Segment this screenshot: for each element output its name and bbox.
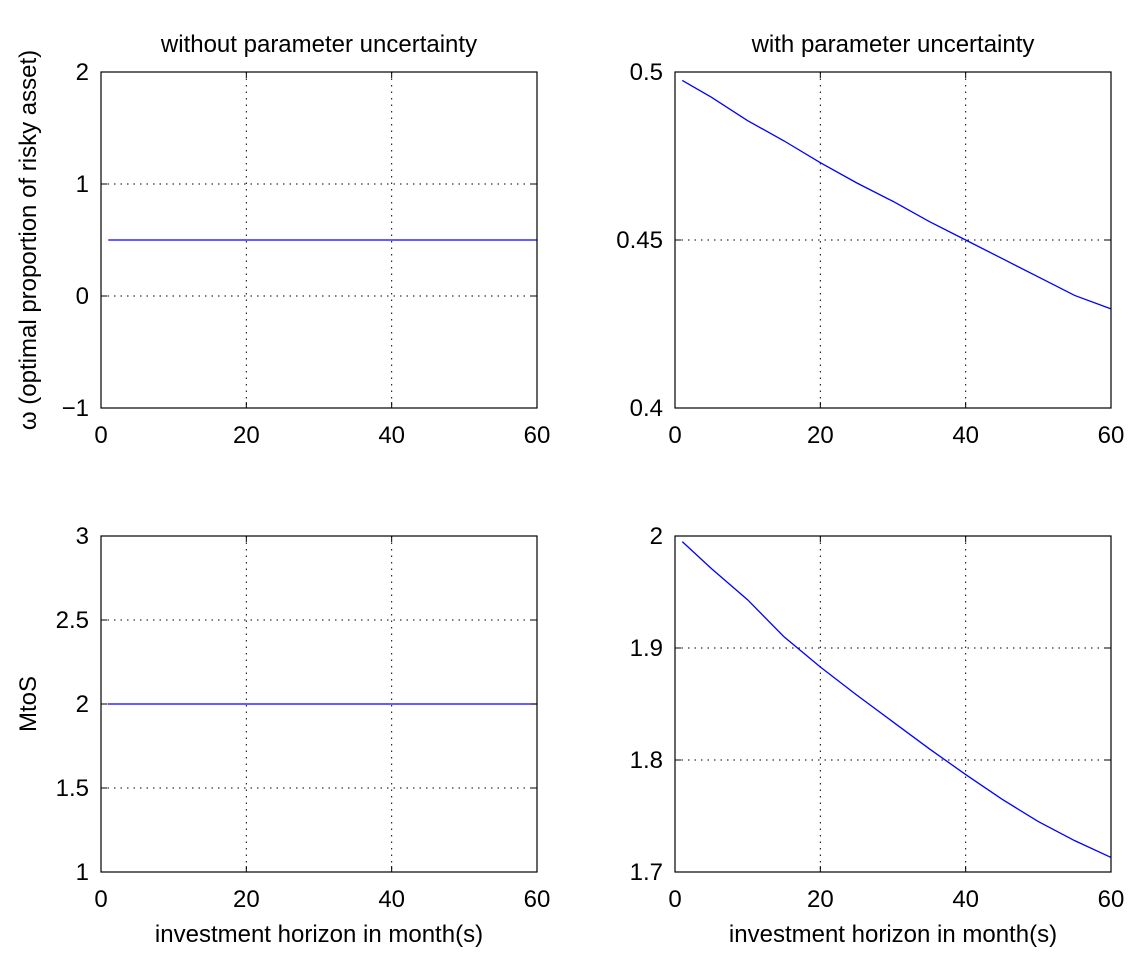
subplot-4: 0 20 40 60 1.7 1.8 1.9 2 investment horizon in m…	[630, 523, 1125, 948]
series-line-1	[681, 541, 1112, 859]
x-tick-label: 40	[378, 422, 405, 449]
y-tick-label: 0.5	[630, 59, 663, 86]
x-tick-label: 0	[668, 886, 681, 913]
x-axis-label: investment horizon in month(s)	[155, 921, 483, 948]
y-tick-label: 0	[76, 283, 89, 310]
y-tick-label: 2	[650, 523, 663, 550]
y-tick-label: 1.8	[630, 747, 663, 774]
x-tick-label: 60	[524, 886, 551, 913]
x-tick-label: 20	[233, 422, 260, 449]
y-tick-label: 1.9	[630, 635, 663, 662]
x-tick-label: 20	[807, 886, 834, 913]
x-tick-label: 0	[94, 422, 107, 449]
y-tick-label: 0.4	[630, 395, 663, 422]
x-tick-label: 20	[233, 886, 260, 913]
axes-frame	[674, 535, 1112, 873]
subplot-title: with parameter uncertainty	[751, 31, 1035, 58]
x-tick-label: 60	[1098, 886, 1125, 913]
x-tick-label: 60	[1098, 422, 1125, 449]
y-tick-label: 3	[76, 523, 89, 550]
x-axis-label: investment horizon in month(s)	[729, 921, 1057, 948]
y-tick-label: 1	[76, 171, 89, 198]
y-tick-label: 1	[76, 859, 89, 886]
x-tick-label: 40	[952, 886, 979, 913]
y-tick-label: 1.5	[56, 775, 89, 802]
y-tick-label: 0.45	[616, 227, 663, 254]
x-tick-label: 0	[94, 886, 107, 913]
series-line-1	[681, 79, 1112, 310]
x-tick-label: 60	[524, 422, 551, 449]
subplot-3: 0 20 40 60 1 1.5 2 2.5 3 investment horizon in mo…	[15, 523, 550, 948]
x-tick-label: 40	[952, 422, 979, 449]
x-tick-label: 40	[378, 886, 405, 913]
y-tick-label: −1	[62, 395, 89, 422]
x-tick-label: 20	[807, 422, 834, 449]
y-tick-label: 2.5	[56, 607, 89, 634]
y-tick-label: 2	[76, 59, 89, 86]
subplot-2: 0 20 40 60 0.4 0.45 0.5 with parameter uncertai…	[616, 31, 1124, 449]
y-axis-label: MtoS	[15, 676, 42, 732]
y-tick-label: 2	[76, 691, 89, 718]
subplot-title: without parameter uncertainty	[160, 31, 477, 58]
y-axis-label: ω (optimal proportion of risky asset)	[15, 50, 42, 430]
y-tick-label: 1.7	[630, 859, 663, 886]
axes-frame	[100, 71, 538, 409]
plot-area	[675, 536, 1111, 872]
x-tick-label: 0	[668, 422, 681, 449]
